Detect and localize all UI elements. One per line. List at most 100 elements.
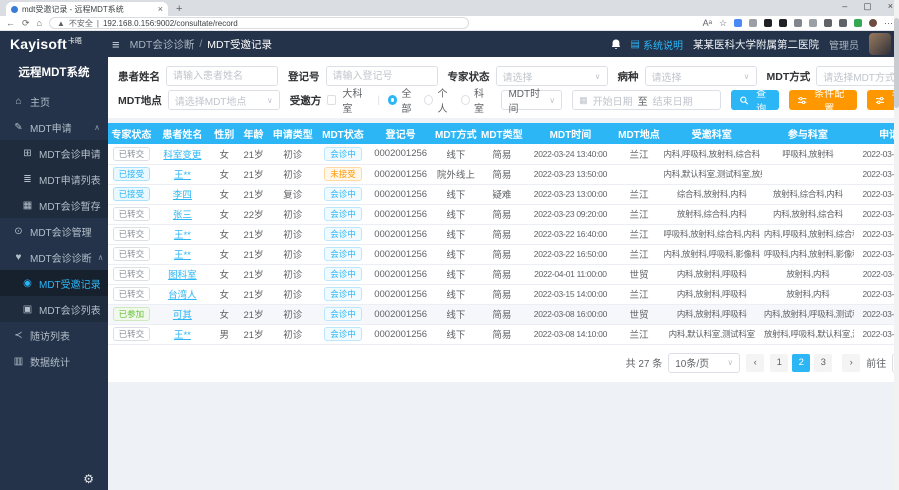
table-cell: 0002001256 bbox=[369, 324, 433, 344]
date-start-placeholder: 开始日期 bbox=[593, 93, 633, 108]
table-cell: 初诊 bbox=[269, 304, 318, 324]
condition-config-button[interactable]: 条件配置 bbox=[789, 90, 856, 110]
radio-all[interactable]: 全部 bbox=[388, 85, 419, 115]
table-cell: 2022-03-15 14:00:00 bbox=[524, 284, 616, 304]
sidebar-item-2[interactable]: ⊞MDT会诊申请 bbox=[0, 140, 108, 166]
extension-icon[interactable] bbox=[779, 19, 787, 27]
sidebar-item-3[interactable]: ≣MDT申请列表 bbox=[0, 166, 108, 192]
home-icon[interactable]: ⌂ bbox=[37, 17, 42, 30]
app-logo: Kayisoft卡晤 bbox=[0, 36, 108, 52]
sidebar-item-7[interactable]: ◉MDT受邀记录 bbox=[0, 270, 108, 296]
breadcrumb-current: MDT受邀记录 bbox=[207, 37, 272, 52]
next-page-button[interactable]: › bbox=[842, 354, 860, 372]
radio-department[interactable]: 科室 bbox=[461, 85, 492, 115]
new-tab-button[interactable]: + bbox=[176, 2, 182, 16]
window-minimize-icon[interactable]: – bbox=[842, 1, 847, 12]
patient-name-link[interactable]: 图科室 bbox=[168, 270, 197, 281]
table-cell: 内科,放射科,呼吸科 bbox=[662, 284, 762, 304]
address-bar[interactable]: ▲ 不安全 | 192.168.0.156:9002/consultate/re… bbox=[49, 17, 469, 29]
sidebar-item-1[interactable]: ✎MDT申请∧ bbox=[0, 114, 108, 140]
browser-menu-icon[interactable]: ⋯ bbox=[884, 17, 893, 30]
patient-name-link[interactable]: 王** bbox=[174, 170, 191, 181]
table-cell: 简易 bbox=[479, 164, 524, 184]
date-range-picker[interactable]: ▦ 开始日期 至 结束日期 bbox=[572, 90, 720, 110]
settings-gear-icon[interactable]: ⚙ bbox=[83, 472, 94, 486]
filter-invitee: 受邀方 大科室 | 全部 个人 bbox=[290, 85, 492, 115]
sidebar-item-6[interactable]: ♥MDT会诊诊断∧ bbox=[0, 244, 108, 270]
window-maximize-icon[interactable]: ▢ bbox=[863, 1, 872, 12]
filter-panel: 患者姓名 登记号 专家状态 请选择∨ 病种 bbox=[108, 57, 899, 118]
sidebar-item-8[interactable]: ▣MDT会诊列表 bbox=[0, 296, 108, 322]
mdt-time-type-select[interactable]: MDT时间∨ bbox=[501, 90, 562, 110]
expert-status-tag: 已转交 bbox=[113, 267, 151, 281]
mdt-mode-select[interactable]: 请选择MDT方式∨ bbox=[816, 66, 899, 86]
patient-name-link[interactable]: 台湾人 bbox=[168, 290, 197, 301]
back-icon[interactable]: ← bbox=[6, 17, 15, 30]
extension-icon[interactable] bbox=[794, 19, 802, 27]
sidebar-item-label: MDT会诊申请 bbox=[39, 146, 101, 161]
breadcrumb-parent[interactable]: MDT会诊诊断 bbox=[130, 37, 195, 52]
patient-name-link[interactable]: 王** bbox=[174, 250, 191, 261]
scrollbar-track[interactable] bbox=[894, 0, 899, 490]
table-cell: 2022-03-23 09:35:39 bbox=[854, 184, 899, 204]
table-row: 已接受李四女21岁复诊会诊中0002001256线下疑难2022-03-23 1… bbox=[108, 184, 899, 204]
tab-close-icon[interactable]: × bbox=[158, 5, 163, 13]
extension-icon[interactable] bbox=[764, 19, 772, 27]
collapse-menu-icon[interactable]: ≡ bbox=[112, 37, 120, 52]
extension-icon[interactable] bbox=[854, 19, 862, 27]
table-cell: 线下 bbox=[432, 264, 479, 284]
sidebar-item-10[interactable]: ▥数据统计 bbox=[0, 348, 108, 374]
browser-tab[interactable]: mdt受邀记录 - 远程MDT系统 × bbox=[6, 2, 168, 16]
prev-page-button[interactable]: ‹ bbox=[746, 354, 764, 372]
extension-icon[interactable] bbox=[824, 19, 832, 27]
page-button-3[interactable]: 3 bbox=[814, 354, 832, 372]
divider: | bbox=[377, 95, 380, 106]
page-button-1[interactable]: 1 bbox=[770, 354, 788, 372]
page-button-2[interactable]: 2 bbox=[792, 354, 810, 372]
sidebar-item-9[interactable]: ≺随访列表 bbox=[0, 322, 108, 348]
user-avatar[interactable] bbox=[869, 33, 891, 55]
sidebar-item-5[interactable]: ⊙MDT会诊管理 bbox=[0, 218, 108, 244]
refresh-icon[interactable]: ⟳ bbox=[22, 17, 30, 30]
radio-personal[interactable]: 个人 bbox=[424, 85, 455, 115]
patient-name-link[interactable]: 李四 bbox=[173, 190, 192, 201]
patient-name-link[interactable]: 科室变更 bbox=[163, 150, 201, 161]
chevron-down-icon: ∨ bbox=[744, 72, 750, 81]
mdt-location-select[interactable]: 请选择MDT地点∨ bbox=[168, 90, 280, 110]
search-button[interactable]: 查询 bbox=[731, 90, 780, 110]
browser-tab-bar: mdt受邀记录 - 远程MDT系统 × + – ▢ × bbox=[0, 0, 899, 16]
big-department-checkbox[interactable] bbox=[327, 95, 336, 105]
extension-icon[interactable] bbox=[839, 19, 847, 27]
extension-icon[interactable] bbox=[734, 19, 742, 27]
table-cell: 2022-03-08 13:06:56 bbox=[854, 324, 899, 344]
sidebar-item-4[interactable]: ▦MDT会诊暂存 bbox=[0, 192, 108, 218]
page-size-select[interactable]: 10条/页∨ bbox=[668, 353, 740, 373]
extension-icon[interactable] bbox=[749, 19, 757, 27]
system-note-link[interactable]: ▤ 系统说明 bbox=[631, 37, 683, 52]
patient-name-input[interactable] bbox=[166, 66, 278, 86]
disease-select[interactable]: 请选择∨ bbox=[645, 66, 757, 86]
registration-no-input[interactable] bbox=[326, 66, 438, 86]
extension-icon[interactable] bbox=[809, 19, 817, 27]
table-row: 已转交王**男21岁初诊会诊中0002001256线下简易2022-03-08 … bbox=[108, 324, 899, 344]
expert-status-select[interactable]: 请选择∨ bbox=[496, 66, 608, 86]
read-aloud-icon[interactable]: Aᵃ bbox=[703, 17, 712, 30]
sidebar: 远程MDT系统 ⌂主页✎MDT申请∧⊞MDT会诊申请≣MDT申请列表▦MDT会诊… bbox=[0, 57, 108, 490]
patient-name-link[interactable]: 王** bbox=[174, 330, 191, 341]
patient-name-link[interactable]: 王** bbox=[174, 230, 191, 241]
sidebar-item-0[interactable]: ⌂主页 bbox=[0, 88, 108, 114]
scrollbar-thumb[interactable] bbox=[894, 18, 899, 108]
browser-profile-avatar[interactable] bbox=[869, 19, 877, 27]
mdt-status-tag: 会诊中 bbox=[324, 227, 362, 241]
window-close-icon[interactable]: × bbox=[888, 1, 893, 12]
favorite-star-icon[interactable]: ☆ bbox=[719, 17, 727, 30]
patient-name-link[interactable]: 张三 bbox=[173, 210, 192, 221]
table-cell: 0002001256 bbox=[369, 244, 433, 264]
table-cell: 2022-03-22 16:40:00 bbox=[524, 224, 616, 244]
patient-name-link[interactable]: 可其 bbox=[173, 310, 192, 321]
notification-bell-icon[interactable] bbox=[611, 39, 621, 50]
table-cell: 0002001256 bbox=[369, 264, 433, 284]
big-department-label[interactable]: 大科室 bbox=[342, 85, 369, 115]
radio-personal-icon bbox=[424, 95, 433, 105]
table-cell: 呼吸科,内科,放射科,影像科 bbox=[762, 244, 854, 264]
